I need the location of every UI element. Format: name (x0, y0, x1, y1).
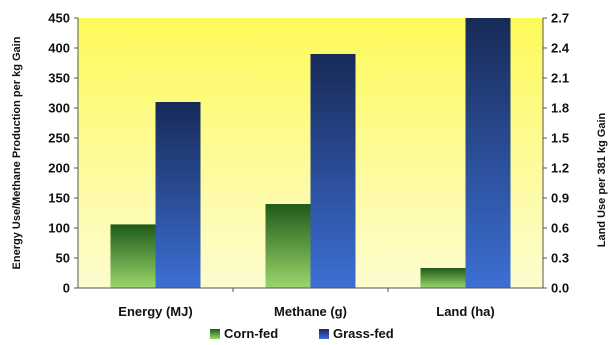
right-tick-label: 2.4 (551, 41, 570, 56)
left-tick-label: 350 (48, 71, 70, 86)
y2-axis-title: Land Use per 381 kg Gain (596, 112, 608, 247)
right-tick-label: 2.7 (551, 11, 569, 26)
right-tick-label: 0.6 (551, 221, 569, 236)
right-tick-label: 1.5 (551, 131, 569, 146)
legend-swatch-corn-fed (210, 329, 220, 339)
left-tick-label: 300 (48, 101, 70, 116)
left-tick-label: 400 (48, 41, 70, 56)
legend-label-grass-fed: Grass-fed (333, 326, 394, 341)
bars-group (110, 18, 511, 288)
left-tick-label: 200 (48, 161, 70, 176)
left-tick-label: 250 (48, 131, 70, 146)
x-tick-label: Land (ha) (436, 304, 495, 319)
x-tick-labels: Energy (MJ) Methane (g) Land (ha) (118, 288, 495, 319)
right-tick-label: 0.9 (551, 191, 569, 206)
left-tick-label: 150 (48, 191, 70, 206)
bar-corn-fed (110, 224, 156, 288)
legend-swatch-grass-fed (319, 329, 329, 339)
left-tick-label: 50 (56, 251, 70, 266)
right-tick-label: 1.8 (551, 101, 569, 116)
right-tick-label: 0.3 (551, 251, 569, 266)
bar-grass-fed (155, 102, 201, 288)
x-tick-label: Methane (g) (274, 304, 347, 319)
y-axis-title: Energy Use/Methane Production per kg Gai… (11, 36, 23, 269)
right-tick-label: 1.2 (551, 161, 569, 176)
right-tick-label: 2.1 (551, 71, 569, 86)
left-tick-label: 100 (48, 221, 70, 236)
right-tick-label: 0.0 (551, 281, 569, 296)
left-tick-label: 450 (48, 11, 70, 26)
bar-corn-fed (265, 204, 311, 288)
right-tick-labels: 0.0 0.3 0.6 0.9 1.2 1.5 1.8 2.1 2.4 2.7 (543, 11, 570, 296)
left-tick-labels: 0 50 100 150 200 250 300 350 400 450 (48, 11, 78, 296)
legend-label-corn-fed: Corn-fed (224, 326, 278, 341)
x-tick-label: Energy (MJ) (118, 304, 192, 319)
bar-grass-fed (465, 18, 511, 288)
bar-corn-fed (420, 268, 466, 288)
bar-grass-fed (310, 54, 356, 288)
left-tick-label: 0 (63, 281, 70, 296)
legend: Corn-fed Grass-fed (210, 326, 394, 341)
